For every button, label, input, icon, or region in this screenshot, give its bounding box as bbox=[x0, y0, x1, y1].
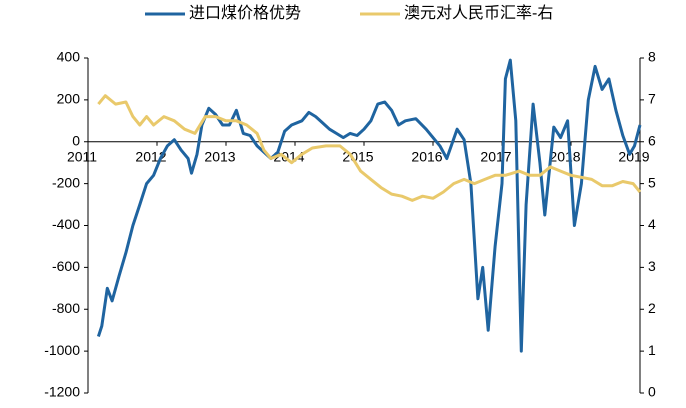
y2-tick-label: 0 bbox=[648, 384, 656, 400]
y2-tick-label: 3 bbox=[648, 258, 656, 274]
y2-tick-label: 1 bbox=[648, 342, 656, 358]
x-tick-label: 2016 bbox=[411, 148, 442, 164]
y-tick-label: -200 bbox=[52, 174, 80, 190]
y-tick-label: -400 bbox=[52, 216, 80, 232]
x-tick-label: 2011 bbox=[67, 148, 97, 164]
x-tick-label: 2013 bbox=[204, 148, 235, 164]
y-tick-label: -800 bbox=[52, 300, 80, 316]
x-tick-label: 2018 bbox=[549, 148, 580, 164]
y2-tick-label: 2 bbox=[648, 300, 656, 316]
legend-label: 澳元对人民币汇率-右 bbox=[404, 4, 553, 22]
x-tick-label: 2017 bbox=[480, 148, 511, 164]
y-tick-label: -600 bbox=[52, 258, 80, 274]
legend-label: 进口煤价格优势 bbox=[189, 4, 301, 22]
series-line bbox=[97, 94, 642, 202]
y2-tick-label: 4 bbox=[648, 216, 656, 232]
y2-tick-label: 5 bbox=[648, 174, 656, 190]
y-tick-label: 400 bbox=[57, 49, 81, 65]
series-line bbox=[96, 58, 642, 353]
x-tick-label: 2019 bbox=[618, 148, 649, 164]
y-tick-label: 0 bbox=[72, 132, 80, 148]
y-tick-label: -1200 bbox=[44, 384, 80, 400]
x-tick-label: 2014 bbox=[273, 148, 304, 164]
y2-tick-label: 6 bbox=[648, 132, 656, 148]
y-tick-label: -1000 bbox=[44, 342, 80, 358]
y2-tick-label: 7 bbox=[648, 91, 656, 107]
y2-tick-label: 8 bbox=[648, 49, 656, 65]
y-tick-label: 200 bbox=[57, 91, 81, 107]
